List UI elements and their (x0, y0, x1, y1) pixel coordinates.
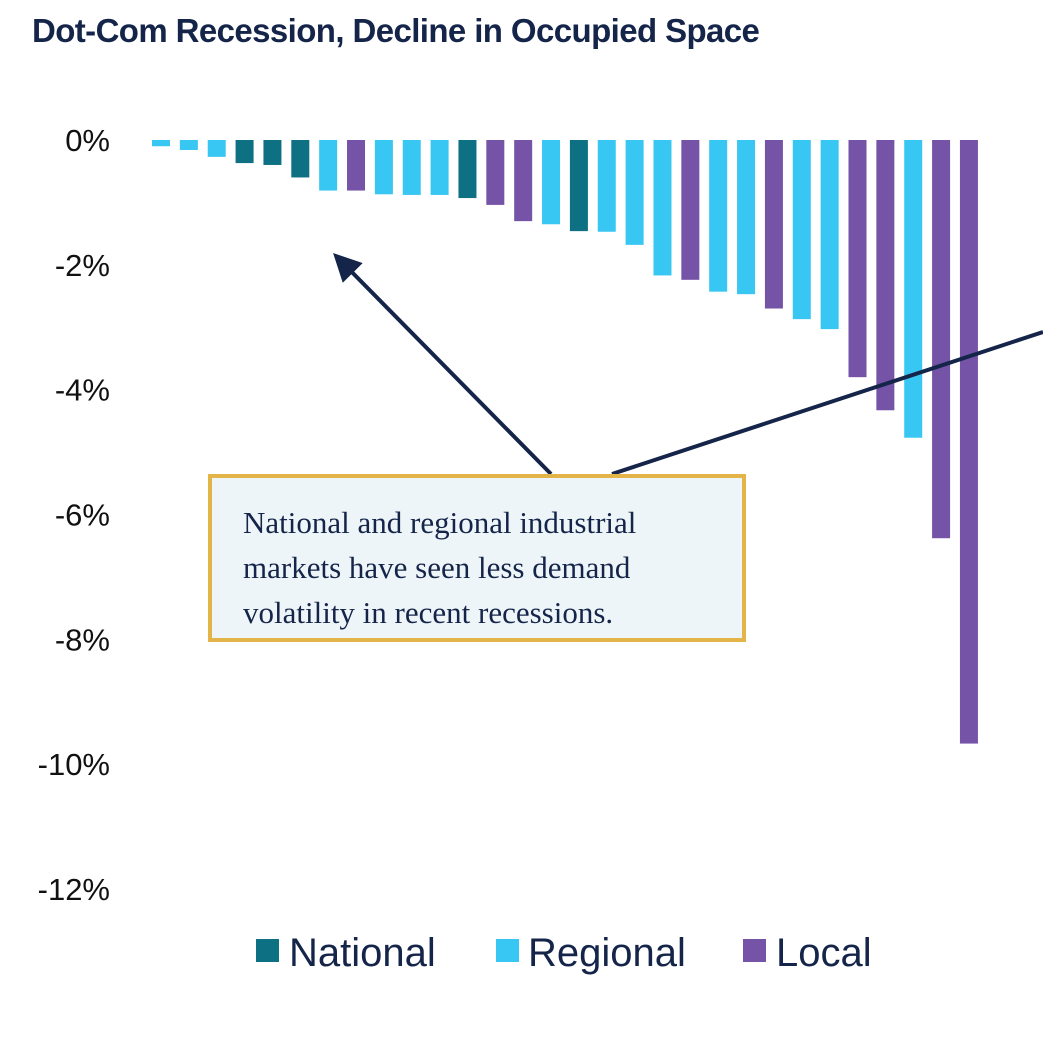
bar-regional (207, 140, 226, 157)
bar-national (263, 140, 282, 165)
chart-title: Dot-Com Recession, Decline in Occupied S… (32, 12, 760, 49)
bar-national (569, 140, 588, 232)
legend-swatch-local (743, 939, 766, 962)
y-axis: 0% -2% -4% -6% -8% -10% -12% (38, 123, 110, 907)
bar-regional (152, 140, 170, 147)
bar-national (235, 140, 254, 164)
bar-national (291, 140, 310, 178)
bar-series (152, 140, 978, 744)
annotation-callout: National and regional industrial markets… (208, 474, 746, 642)
y-tick-label: -4% (55, 373, 110, 408)
bar-regional (653, 140, 672, 276)
bar-local (681, 140, 700, 280)
bar-local (486, 140, 505, 205)
y-tick-label: -10% (38, 747, 110, 782)
annotation-arrow-to-national-regional (333, 253, 553, 476)
bar-regional (709, 140, 728, 292)
bar-local (959, 140, 978, 744)
bar-regional (542, 140, 561, 225)
bar-local (876, 140, 895, 411)
bar-local (932, 140, 951, 539)
bar-local (764, 140, 783, 309)
legend-label-local: Local (776, 931, 872, 975)
y-tick-label: 0% (65, 123, 110, 158)
legend-swatch-regional (496, 939, 519, 962)
y-tick-label: -8% (55, 622, 110, 657)
legend-label-national: National (289, 931, 436, 975)
bar-local (514, 140, 533, 222)
bar-regional (374, 140, 393, 195)
legend: National Regional Local (256, 931, 872, 975)
bar-local (347, 140, 366, 191)
bar-regional (402, 140, 421, 195)
y-tick-label: -2% (55, 248, 110, 283)
annotation-arrow-to-local (611, 330, 1043, 476)
bar-regional (820, 140, 839, 330)
bar-regional (430, 140, 449, 195)
legend-swatch-national (256, 939, 279, 962)
bar-national (458, 140, 477, 199)
bar-regional (737, 140, 756, 295)
legend-label-regional: Regional (528, 931, 686, 975)
y-tick-label: -6% (55, 498, 110, 533)
bar-regional (319, 140, 338, 191)
bar-regional (904, 140, 923, 438)
annotation-text: National and regional industrial markets… (243, 505, 637, 630)
bar-regional (792, 140, 811, 320)
y-tick-label: -12% (38, 872, 110, 907)
bar-regional (597, 140, 616, 232)
bar-regional (625, 140, 644, 245)
bar-local (848, 140, 867, 378)
bar-regional (179, 140, 198, 150)
